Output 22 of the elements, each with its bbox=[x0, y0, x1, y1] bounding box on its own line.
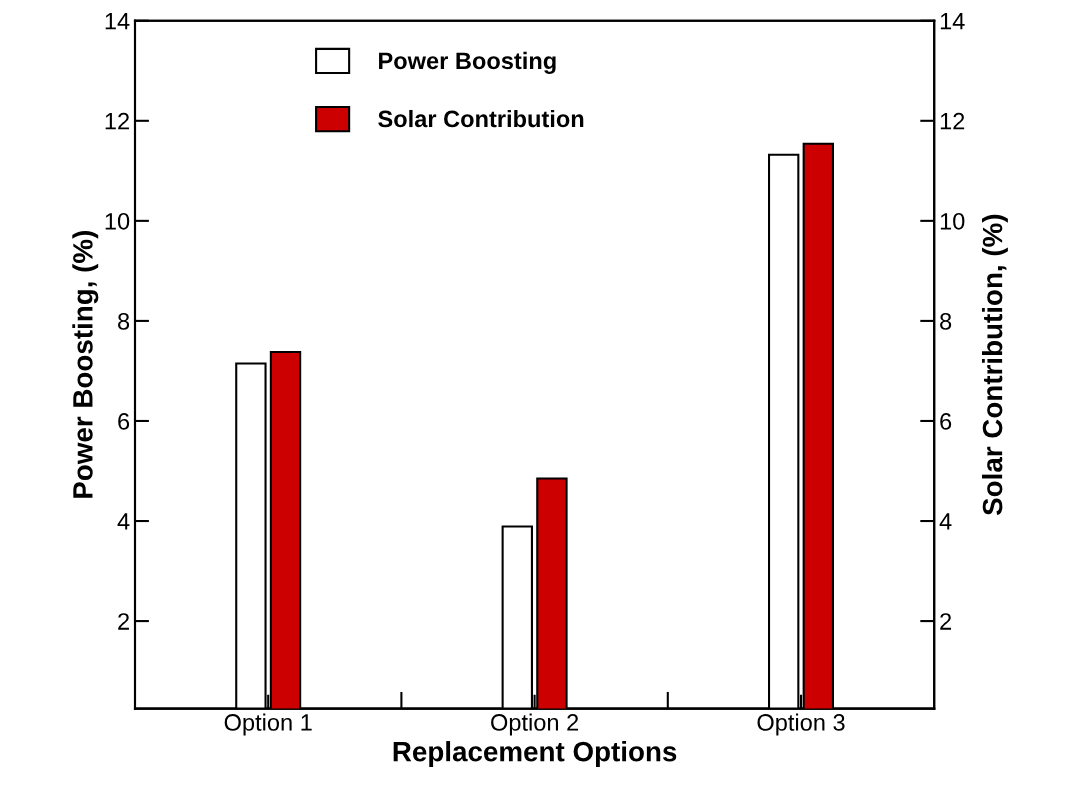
y-tick-label: 4 bbox=[117, 513, 130, 530]
y2-axis-title: Solar Contribution, (%) bbox=[981, 214, 1008, 516]
y2-tick-label: 14 bbox=[940, 13, 965, 30]
y2-tick-label: 2 bbox=[940, 613, 952, 630]
y-tick-label: 14 bbox=[105, 13, 130, 30]
y-tick-label: 6 bbox=[118, 413, 130, 430]
y2-tick-label: 8 bbox=[940, 312, 952, 330]
y2-tick-label: 4 bbox=[939, 513, 952, 530]
x-tick-label: Option 3 bbox=[757, 713, 845, 736]
y-tick-label: 10 bbox=[105, 212, 130, 230]
legend-label: Solar Contribution bbox=[378, 109, 584, 128]
y2-tick-label: 6 bbox=[940, 413, 952, 430]
x-axis-title: Replacement Options bbox=[393, 741, 677, 767]
x-tick-label: Option 1 bbox=[224, 713, 312, 736]
y-tick-label: 2 bbox=[118, 613, 129, 630]
y2-tick-label: 12 bbox=[940, 112, 965, 130]
y-tick-label: 12 bbox=[105, 112, 129, 130]
x-tick-label: Option 2 bbox=[491, 713, 579, 736]
legend-label: Power Boosting bbox=[379, 51, 556, 74]
y-axis-title: Power Boosting, (%) bbox=[72, 231, 99, 498]
y-tick-label: 8 bbox=[118, 312, 130, 330]
y2-tick-label: 10 bbox=[940, 212, 965, 230]
